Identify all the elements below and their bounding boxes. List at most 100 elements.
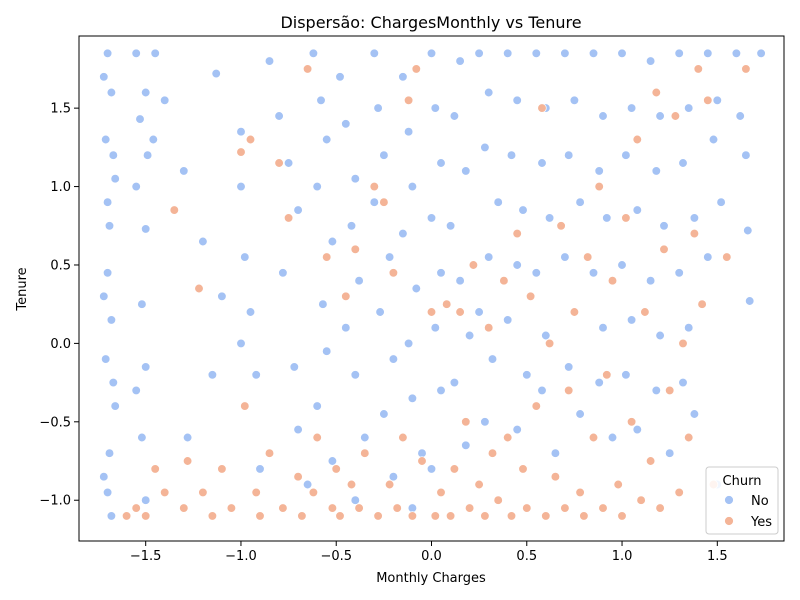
data-point-no-49 (278, 268, 288, 278)
data-point-no-171 (708, 134, 719, 145)
data-point-no-157 (645, 276, 656, 286)
data-point-no-123 (537, 158, 547, 168)
data-point-no-5 (102, 268, 113, 278)
data-point-no-124 (544, 213, 555, 223)
data-point-yes-55 (464, 503, 475, 513)
data-point-no-133 (560, 252, 570, 262)
data-point-yes-52 (449, 464, 460, 474)
data-point-no-108 (493, 197, 503, 207)
data-point-yes-86 (613, 479, 623, 490)
data-point-yes-99 (674, 487, 684, 498)
data-point-yes-8 (194, 283, 204, 294)
data-point-no-168 (689, 409, 700, 419)
data-point-no-161 (674, 48, 684, 58)
y-axis-label: Tenure (15, 267, 30, 311)
data-point-no-69 (360, 432, 370, 443)
data-point-yes-15 (245, 134, 256, 145)
data-point-no-144 (607, 432, 618, 443)
data-point-no-26 (137, 432, 147, 443)
data-point-no-155 (651, 166, 661, 176)
data-point-yes-78 (575, 487, 585, 498)
data-point-no-71 (369, 48, 379, 58)
data-point-no-44 (255, 464, 265, 474)
data-point-yes-34 (354, 503, 364, 513)
x-tick-label: 0.0 (421, 549, 442, 564)
points-layer (99, 48, 766, 521)
data-point-yes-49 (436, 487, 446, 498)
data-point-yes-104 (697, 299, 707, 309)
data-point-no-47 (283, 158, 294, 168)
data-point-yes-37 (373, 511, 383, 521)
data-point-no-85 (403, 338, 414, 349)
data-point-no-27 (141, 495, 151, 505)
data-point-no-143 (594, 377, 604, 388)
data-point-yes-87 (617, 511, 627, 521)
data-point-yes-61 (493, 495, 503, 505)
data-point-no-120 (512, 424, 522, 435)
data-point-yes-40 (388, 268, 399, 278)
data-point-no-20 (135, 114, 145, 124)
data-point-no-132 (575, 197, 585, 207)
data-point-no-11 (106, 511, 117, 521)
data-point-yes-62 (499, 276, 509, 286)
data-point-no-59 (322, 346, 332, 356)
data-point-yes-73 (550, 472, 561, 482)
data-point-no-93 (436, 268, 446, 278)
data-point-no-118 (503, 315, 513, 325)
data-point-no-90 (430, 103, 440, 113)
data-point-no-21 (142, 150, 153, 160)
data-point-no-48 (293, 205, 303, 215)
legend: Churn No Yes (705, 466, 779, 535)
data-point-no-1 (106, 87, 117, 98)
data-point-yes-74 (556, 221, 566, 231)
data-point-no-180 (756, 48, 766, 58)
data-point-yes-24 (302, 64, 313, 74)
y-axis-ticks: −1.0 −0.5 0.0 0.5 1.0 1.5 (39, 102, 79, 509)
x-tick-label: −1.0 (225, 549, 257, 564)
data-point-yes-58 (480, 511, 490, 521)
data-point-yes-72 (544, 338, 555, 349)
data-point-yes-64 (506, 511, 517, 521)
data-point-no-139 (594, 166, 604, 176)
data-point-no-119 (522, 370, 532, 380)
data-point-yes-33 (350, 244, 360, 254)
data-point-no-110 (474, 307, 484, 317)
data-point-no-42 (236, 338, 246, 349)
data-point-no-63 (341, 119, 351, 129)
data-point-yes-68 (525, 291, 536, 301)
data-point-no-9 (104, 448, 115, 458)
data-point-no-79 (388, 472, 399, 482)
data-point-no-72 (373, 103, 383, 113)
data-point-yes-80 (583, 252, 593, 262)
data-point-no-80 (398, 72, 408, 82)
y-tick-label: −0.5 (39, 415, 71, 430)
data-point-yes-89 (626, 417, 637, 427)
data-point-no-76 (375, 307, 385, 317)
data-point-yes-27 (322, 252, 332, 262)
data-point-no-2 (101, 134, 111, 145)
data-point-yes-108 (741, 64, 751, 74)
data-point-no-141 (588, 268, 599, 278)
data-point-no-0 (102, 48, 113, 58)
data-point-yes-50 (442, 299, 452, 309)
data-point-yes-16 (251, 487, 261, 498)
data-point-yes-17 (255, 511, 265, 521)
data-point-yes-76 (564, 385, 574, 396)
data-point-yes-75 (560, 503, 570, 513)
data-point-no-31 (148, 134, 158, 145)
data-point-no-94 (430, 323, 440, 333)
data-point-yes-28 (327, 503, 338, 513)
data-point-yes-90 (632, 134, 642, 145)
data-point-no-128 (550, 448, 561, 458)
data-point-no-12 (99, 72, 109, 82)
data-point-yes-85 (607, 276, 618, 286)
data-point-yes-38 (379, 197, 389, 207)
data-point-no-179 (745, 296, 755, 306)
data-point-yes-95 (655, 503, 665, 513)
data-point-no-159 (651, 385, 661, 396)
legend-title: Churn (723, 474, 762, 489)
data-point-yes-59 (484, 323, 494, 333)
data-point-no-98 (449, 111, 460, 121)
data-point-yes-69 (531, 401, 541, 411)
legend-marker-yes (724, 516, 734, 526)
